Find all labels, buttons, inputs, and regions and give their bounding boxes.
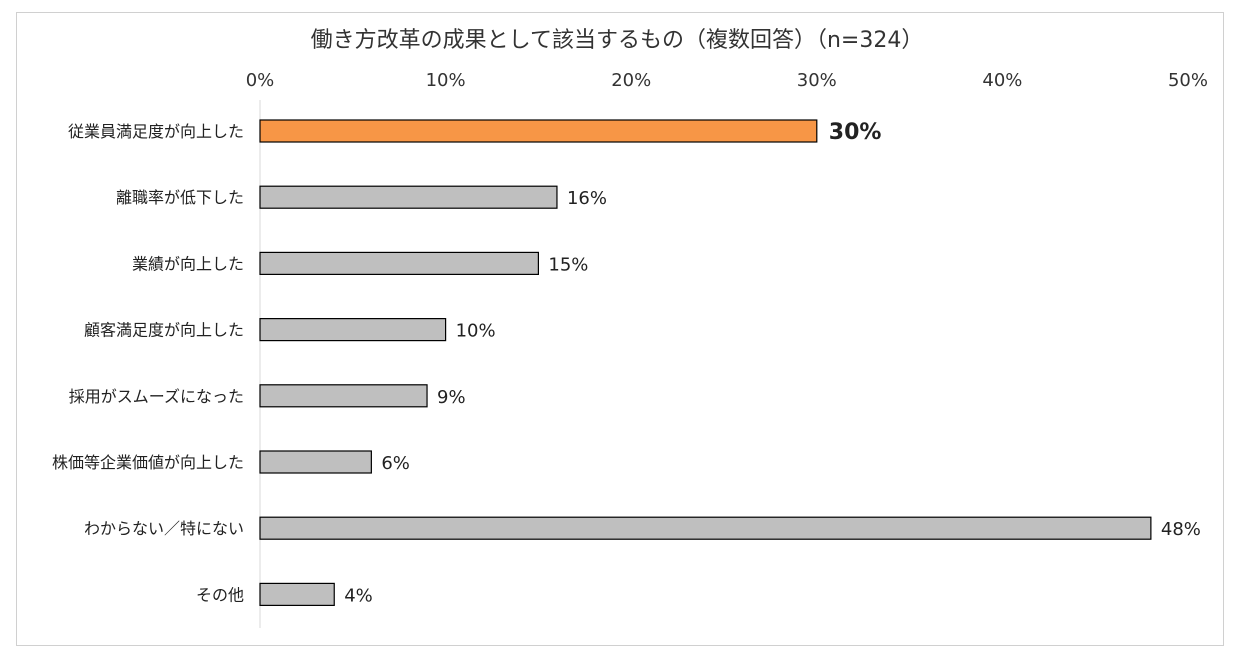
x-tick-label: 0% [246,70,275,91]
chart-frame [16,12,1224,646]
category-labels: 従業員満足度が向上した離職率が低下した業績が向上した顧客満足度が向上した採用がス… [52,122,244,604]
data-label: 4% [344,585,373,606]
bar [259,251,539,275]
x-tick-label: 50% [1168,70,1208,91]
x-tick-label: 30% [797,70,837,91]
data-label: 48% [1161,519,1201,540]
x-tick-label: 20% [611,70,651,91]
category-label: 顧客満足度が向上した [84,321,244,340]
x-tick-label: 10% [426,70,466,91]
bar [259,516,1152,540]
bar [259,450,372,474]
bar [259,582,335,607]
data-label: 16% [567,188,607,209]
data-label: 30% [829,120,882,145]
category-label: わからない／特にない [84,519,244,538]
category-label: その他 [196,585,244,604]
bar [259,318,447,342]
bar [259,185,558,209]
data-label: 10% [456,321,496,342]
bar [259,119,818,143]
chart-title: 働き方改革の成果として該当するもの（複数回答）（n=324） [310,28,924,53]
category-label: 株価等企業価値が向上した [52,453,244,472]
category-label: 従業員満足度が向上した [68,122,244,141]
bars [259,119,1152,607]
x-tick-label: 40% [982,70,1022,91]
x-axis-ticks: 0% 10% 20% 30% 40% 50% [246,70,1208,91]
category-label: 離職率が低下した [116,188,244,207]
data-label: 15% [548,254,588,275]
category-label: 業績が向上した [132,254,244,273]
data-label: 9% [437,387,466,408]
data-label: 6% [381,453,410,474]
value-labels: 30% 16% 15% 10% 9% 6% 48% 4% [344,120,1201,606]
category-label: 採用がスムーズになった [69,387,244,406]
bar [259,384,428,408]
